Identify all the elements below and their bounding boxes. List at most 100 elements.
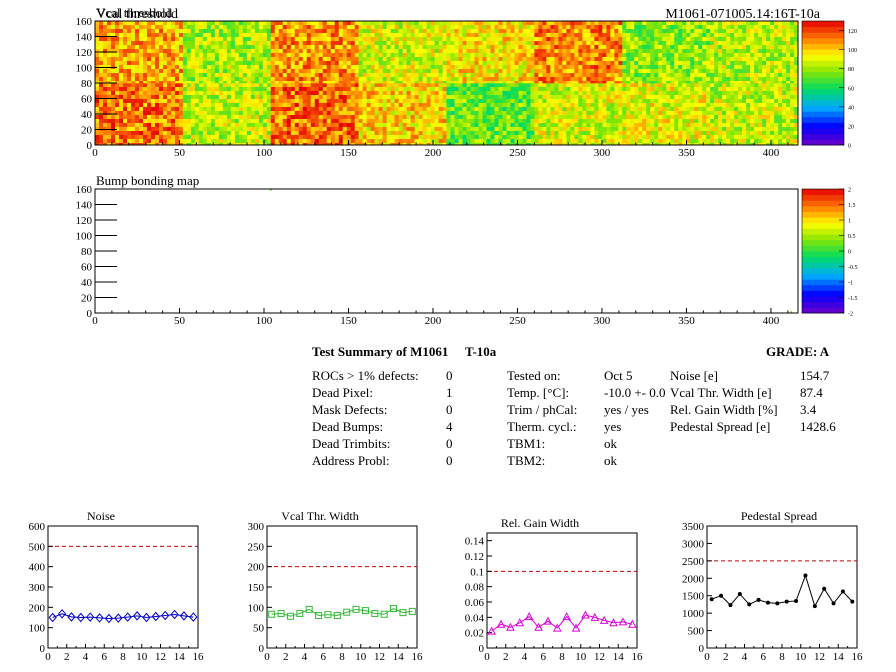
heatmap-cell [526,99,531,104]
heatmap-cell [442,127,447,132]
heatmap-cell [442,139,447,144]
heatmap-cell [526,143,531,146]
heatmap-cell [638,135,643,140]
heatmap-cell [302,73,308,78]
heatmap-cell [670,25,675,30]
heatmap-cell [606,69,611,74]
heatmap-cell [450,95,455,100]
heatmap-cell [750,87,755,92]
heatmap-cell [558,41,563,46]
heatmap-cell [502,33,507,38]
heatmap-cell [630,143,635,146]
heatmap-cell [706,127,711,132]
heatmap-cell [582,95,587,100]
heatmap-cell [726,127,731,132]
heatmap-cell [386,107,391,112]
heatmap-cell [362,41,367,46]
heatmap-cell [318,61,324,66]
heatmap-cell [610,107,615,112]
heatmap-cell [95,87,100,92]
heatmap-cell [602,95,607,100]
heatmap-cell [258,123,264,128]
heatmap-cell [179,91,184,96]
heatmap-cell [598,135,603,140]
heatmap-cell [758,127,763,132]
heatmap-cell [274,99,280,104]
heatmap-cell [294,87,300,92]
heatmap-cell [566,123,571,128]
heatmap-cell [690,99,695,104]
heatmap-cell [218,99,224,104]
heatmap-cell [522,53,527,58]
heatmap-cell [438,61,443,66]
heatmap-cell [766,143,771,146]
heatmap-cell [462,103,467,108]
heatmap-cell [139,87,144,92]
heatmap-cell [770,111,775,116]
heatmap-cell [322,25,328,30]
heatmap-cell [766,95,771,100]
heatmap-cell [638,111,643,116]
heatmap-cell [402,143,407,146]
heatmap-cell [370,37,375,42]
heatmap-cell [578,115,583,120]
heatmap-cell [274,57,280,62]
heatmap-cell [167,107,172,112]
heatmap-cell [442,107,447,112]
heatmap-cell [155,53,160,58]
heatmap-cell [478,45,483,50]
heatmap-cell [334,45,340,50]
heatmap-cell [554,143,559,146]
heatmap-cell [246,73,252,78]
heatmap-cell [234,127,240,132]
heatmap-cell [470,135,475,140]
heatmap-cell [342,69,348,74]
heatmap-cell [786,139,791,144]
heatmap-cell [147,57,152,62]
heatmap-cell [510,131,515,136]
heatmap-cell [598,111,603,116]
heatmap-cell [214,99,220,104]
heatmap-cell [578,41,583,46]
heatmap-cell [486,69,491,74]
heatmap-cell [366,81,371,84]
heatmap-cell [558,65,563,70]
heatmap-cell [302,41,308,46]
heatmap-cell [107,61,112,66]
heatmap-cell [342,77,348,82]
heatmap-cell [574,57,579,62]
heatmap-cell [654,103,659,108]
heatmap-cell [115,73,120,78]
heatmap-cell [115,115,120,120]
heatmap-cell [370,127,375,132]
heatmap-cell [282,33,288,38]
heatmap-cell [398,119,403,124]
heatmap-cell [690,91,695,96]
heatmap-cell [254,91,260,96]
heatmap-cell [151,131,156,136]
heatmap-cell [406,77,411,82]
heatmap-cell [518,37,523,42]
heatmap-cell [746,91,751,96]
heatmap-cell [290,21,296,26]
heatmap-cell [450,45,455,50]
heatmap-cell [250,49,256,54]
heatmap-cell [298,135,304,140]
heatmap-cell [430,131,435,136]
heatmap-cell [422,143,427,146]
heatmap-cell [242,143,248,146]
heatmap-cell [390,77,395,82]
heatmap-cell [538,123,543,128]
heatmap-cell [270,103,276,108]
heatmap-cell [610,103,615,108]
heatmap-cell [358,25,363,30]
heatmap-cell [454,81,459,84]
heatmap-cell [546,77,551,82]
heatmap-cell [418,83,423,88]
heatmap-cell [470,73,475,78]
heatmap-cell [586,37,591,42]
heatmap-cell [674,107,679,112]
heatmap-cell [594,57,599,62]
heatmap-cell [650,83,655,88]
heatmap-cell [294,95,300,100]
